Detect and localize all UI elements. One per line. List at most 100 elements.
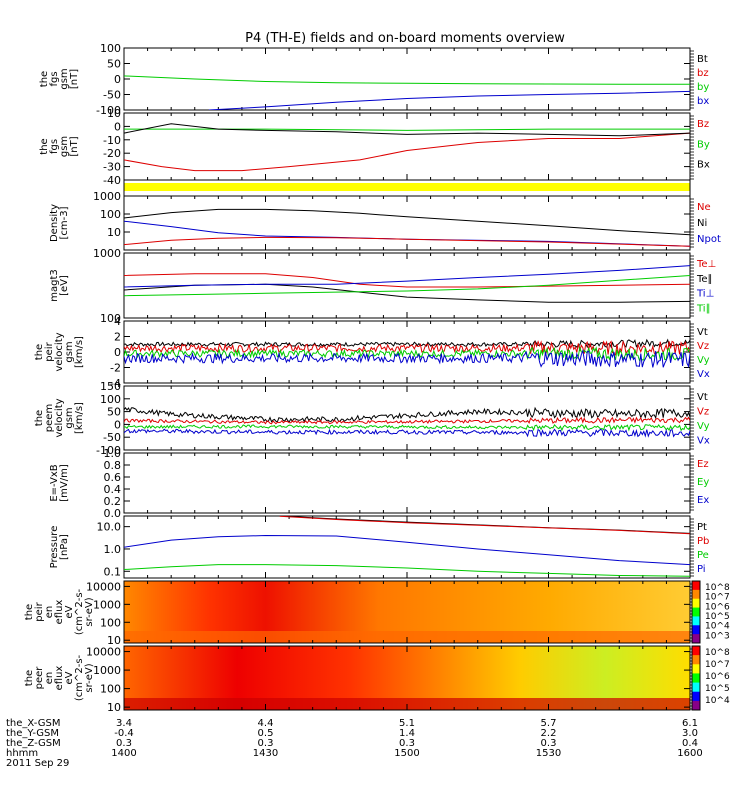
- panel-density: 1000 100 10 Density [cm-3] Ne Ni Npot: [49, 190, 721, 251]
- panel-pressure: 10.0 1.0 0.1 Pressure [nPa] Pt Pb Pe Pi: [49, 515, 709, 579]
- legend-Ey: Ey: [697, 477, 709, 488]
- y-tick-label: 100: [100, 393, 121, 406]
- y-axis-label: en: [44, 672, 55, 685]
- y-axis-label: [nT]: [69, 136, 80, 156]
- y-tick-label: 1000: [93, 247, 121, 260]
- ephem-value: 5.7: [541, 718, 557, 729]
- y-tick-label: -30: [103, 161, 121, 174]
- y-tick-label: 0: [114, 120, 121, 133]
- y-tick-label: -40: [103, 174, 121, 187]
- y-tick-label: -10: [103, 134, 121, 147]
- y-axis-label: peir: [44, 341, 55, 361]
- ephem-value: 0.5: [258, 728, 274, 739]
- ephem-value: 2.2: [541, 728, 557, 739]
- ephem-value: 0.3: [541, 738, 557, 749]
- ephem-value: 5.1: [399, 718, 415, 729]
- colorbar-segment: [692, 598, 700, 609]
- colorbar-segment: [692, 616, 700, 626]
- y-tick-label: 0: [114, 418, 121, 431]
- y-tick-label: -50: [103, 431, 121, 444]
- y-axis-label: sr-eV): [84, 663, 95, 692]
- y-tick-label: 10000: [86, 646, 121, 659]
- panel-frame: [123, 195, 691, 251]
- ephem-label: the_X-GSM: [6, 718, 60, 729]
- y-axis-label: gsm: [64, 407, 75, 428]
- y-axis-label: eflux: [54, 666, 65, 691]
- y-axis-label: the: [39, 71, 50, 87]
- series-fgs2-Bx: [124, 123, 690, 137]
- legend-Pe: Pe: [697, 550, 709, 561]
- series-temp-Ti∥: [124, 275, 690, 297]
- colorbar-segment: [692, 673, 700, 684]
- y-tick-label: 100: [100, 208, 121, 221]
- colorbar-frame: [691, 580, 701, 644]
- colorbar-label: 10^6: [705, 602, 730, 612]
- y-axis-label: [cm-3]: [59, 206, 70, 239]
- colorbar-segment: [692, 634, 700, 644]
- series-fgs2-By: [124, 128, 690, 131]
- y-tick-label: 10: [107, 226, 121, 239]
- colorbar-label: 10^6: [705, 672, 730, 682]
- colorbar-segment: [692, 682, 700, 693]
- y-axis-label: (cm^2-s-: [74, 588, 85, 635]
- y-tick-label: 2: [114, 331, 121, 344]
- y-tick-label: 100: [100, 616, 121, 629]
- colorbar-segment: [692, 589, 700, 600]
- y-axis-label: the: [24, 670, 35, 686]
- panel-frame: [123, 515, 691, 579]
- colorbar-label: 10^4: [705, 622, 730, 632]
- series-pressure-Pi: [124, 534, 690, 566]
- y-axis-label: eV: [64, 605, 75, 618]
- ephem-value: 0.3: [399, 738, 415, 749]
- y-tick-label: 10: [107, 701, 121, 714]
- colorbar-label: 10^5: [705, 684, 730, 694]
- y-tick-label: 0: [114, 73, 121, 86]
- panel-frame: [123, 452, 691, 514]
- y-axis-label: fgs: [49, 139, 60, 154]
- series-temp-Ti⊥: [124, 265, 690, 288]
- y-tick-label: 1.0: [104, 543, 122, 556]
- y-tick-label: 10: [107, 107, 121, 120]
- colorbar-segment: [692, 691, 700, 702]
- y-tick-label: 0.2: [104, 495, 122, 508]
- panel-peer_spec: 10000 1000 100 10 the peer en eflux eV (cm^2-s-sr…: [24, 645, 730, 714]
- y-axis-label: E=-VxB: [49, 464, 60, 501]
- y-tick-label: 0.4: [104, 483, 122, 496]
- legend-Bt: Bt: [697, 54, 708, 65]
- y-axis-label: gsm: [59, 136, 70, 157]
- colorbar-segment: [692, 655, 700, 665]
- y-tick-label: 0.0: [104, 507, 122, 520]
- legend-Vz: Vz: [697, 407, 709, 418]
- y-axis-label: gsm: [59, 68, 70, 89]
- panel-efield: 1.00.80.60.40.20.0 E=-VxB [mV/m] Ez Ey Ex: [49, 447, 709, 520]
- panel-fgs2: 100-10-20-30-40 the fgs gsm [nT] Bz By Bx: [39, 107, 710, 187]
- y-tick-label: 100: [100, 683, 121, 696]
- y-axis-label: the: [34, 410, 45, 426]
- legend-Ex: Ex: [697, 495, 709, 506]
- colorbar-label: 10^4: [705, 696, 730, 706]
- y-axis-label: fgs: [49, 71, 60, 86]
- series-vel2-Vx: [124, 428, 690, 438]
- ephem-value: 1600: [677, 748, 702, 759]
- y-axis-label: [nPa]: [59, 534, 70, 560]
- series-fgs1-by: [124, 75, 690, 85]
- y-tick-label: 1.0: [104, 447, 122, 460]
- y-tick-label: 100: [100, 42, 121, 55]
- series-vel1-Vy: [124, 345, 690, 362]
- y-tick-label: 0.1: [104, 565, 122, 578]
- legend-Pb: Pb: [697, 536, 709, 547]
- y-axis-label: [eV]: [59, 275, 70, 296]
- panel-frame: [123, 112, 691, 181]
- legend-Vy: Vy: [697, 421, 710, 432]
- y-tick-label: 50: [107, 406, 121, 419]
- series-density-Ni: [124, 208, 690, 236]
- y-tick-label: 150: [100, 380, 121, 393]
- series-vel2-Vy: [124, 423, 690, 432]
- legend-Ti∥: Ti∥: [696, 303, 711, 314]
- legend-Pt: Pt: [697, 522, 707, 533]
- series-vel1-Vt: [124, 338, 690, 349]
- y-tick-label: -2: [110, 362, 121, 375]
- legend-By: By: [697, 139, 710, 150]
